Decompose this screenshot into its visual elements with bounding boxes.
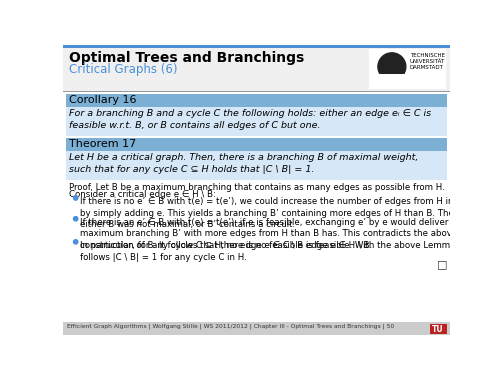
Text: DARMSTADT: DARMSTADT: [410, 65, 444, 70]
Text: TU: TU: [432, 324, 443, 334]
Text: Optimal Trees and Branchings: Optimal Trees and Branchings: [68, 51, 304, 65]
Circle shape: [74, 240, 78, 244]
Bar: [62, 91, 450, 92]
Text: If there is no e’ ∈ B with t(e) = t(e’), we could increase the number of edges f: If there is no e’ ∈ B with t(e) = t(e’),…: [80, 197, 462, 229]
Text: If there is an e’ ∈ B with t(e) = t(e’): if e is feasible, exchanging e’ by e wo: If there is an e’ ∈ B with t(e) = t(e’):…: [80, 218, 458, 250]
Text: Let H be a critical graph. Then, there is a branching B of maximal weight,
such : Let H be a critical graph. Then, there i…: [68, 153, 418, 174]
Text: Proof. Let B be a maximum branching that contains as many edges as possible from: Proof. Let B be a maximum branching that…: [68, 183, 444, 192]
Bar: [66, 107, 447, 136]
Text: Consider a critical edge e ∈ H \ B:: Consider a critical edge e ∈ H \ B:: [68, 190, 216, 199]
Bar: [378, 74, 406, 88]
Bar: [430, 324, 447, 334]
Bar: [66, 94, 447, 107]
Circle shape: [74, 196, 78, 200]
Circle shape: [74, 217, 78, 221]
Text: Critical Graphs (6): Critical Graphs (6): [68, 63, 177, 76]
Text: □: □: [437, 259, 448, 269]
Bar: [66, 151, 447, 180]
Text: TECHNISCHE: TECHNISCHE: [410, 53, 444, 58]
Text: For a branching B and a cycle C the following holds: either an edge eᵢ ∈ C is
fe: For a branching B and a cycle C the foll…: [68, 109, 431, 130]
Bar: [62, 45, 450, 48]
Text: Theorem 17: Theorem 17: [68, 139, 136, 149]
Bar: [368, 49, 446, 89]
Text: Corollary 16: Corollary 16: [68, 95, 136, 105]
Text: UNIVERSITÄT: UNIVERSITÄT: [410, 59, 445, 64]
Bar: [62, 322, 450, 335]
Bar: [62, 48, 450, 91]
Text: Efficient Graph Algorithms | Wolfgang Stille | WS 2011/2012 | Chapter III - Opti: Efficient Graph Algorithms | Wolfgang St…: [67, 324, 394, 329]
Circle shape: [378, 53, 406, 80]
Bar: [66, 138, 447, 151]
Text: In particular, for any cycle C ⊆ H, no edge e ∈ C \ B is feasible. With the abov: In particular, for any cycle C ⊆ H, no e…: [80, 241, 467, 261]
